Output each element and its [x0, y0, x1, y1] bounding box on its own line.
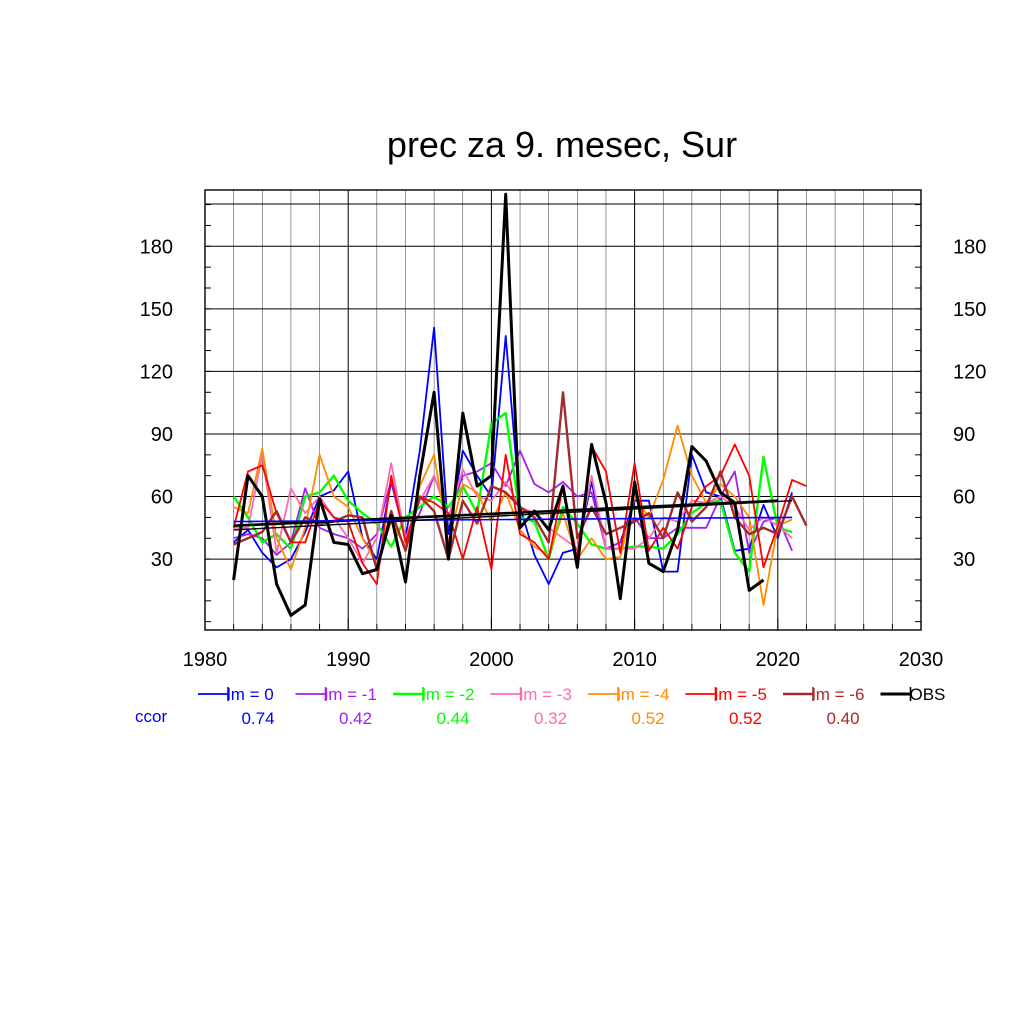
- chart-title: prec za 9. mesec, Sur: [387, 124, 737, 165]
- plot-frame: [204, 189, 922, 631]
- y-tick-label-left: 180: [140, 236, 173, 258]
- x-tick-label: 1980: [183, 649, 228, 671]
- ccor-value: 0.52: [729, 709, 762, 728]
- axes: 1980 1990 2000 2010 2020 2030 30 30 60 60 90 90 120 1…: [140, 204, 986, 671]
- legend: lm = 0 0.74 lm = -1 0.42 lm = -2 0.44 lm = -3 0…: [135, 685, 945, 728]
- ccor-value: 0.42: [339, 709, 372, 728]
- legend-item: lm = 0 0.74: [198, 685, 275, 728]
- legend-label: lm = 0: [227, 685, 274, 704]
- ccor-value: 0.44: [436, 709, 469, 728]
- y-tick-label-right: 60: [953, 487, 975, 509]
- ccor-value: 0.74: [241, 709, 274, 728]
- ccor-value: 0.40: [826, 709, 859, 728]
- series-line-lm-4: [233, 424, 793, 606]
- y-tick-label-right: 150: [953, 299, 986, 321]
- legend-item: lm = -6 0.40: [783, 685, 864, 728]
- y-tick-label-left: 150: [140, 299, 173, 321]
- y-tick-label-left: 120: [140, 361, 173, 383]
- ccor-label: ccor: [135, 707, 167, 726]
- legend-item: lm = -2 0.44: [393, 685, 474, 728]
- legend-label: lm = -1: [325, 685, 377, 704]
- legend-item: lm = -5 0.52: [685, 685, 767, 728]
- legend-item: OBS: [880, 685, 946, 704]
- legend-item: lm = -1 0.42: [295, 685, 377, 728]
- legend-label: lm = -5: [715, 685, 767, 704]
- x-tick-label: 2010: [612, 649, 657, 671]
- legend-item: lm = -4 0.52: [588, 685, 669, 728]
- series-line-lm-5: [232, 443, 807, 585]
- legend-label: lm = -2: [422, 685, 474, 704]
- legend-item: lm = -3 0.32: [490, 685, 572, 728]
- x-tick-label: 2030: [899, 649, 944, 671]
- legend-label: lm = -3: [520, 685, 572, 704]
- grid: [205, 190, 921, 630]
- y-tick-label-right: 180: [953, 236, 986, 258]
- x-tick-label: 1990: [326, 649, 371, 671]
- ccor-value: 0.52: [631, 709, 664, 728]
- y-tick-label-left: 90: [151, 424, 173, 446]
- trend-line: [233, 516, 793, 523]
- series-line-lm-2: [232, 411, 793, 573]
- trend-line: [233, 500, 793, 531]
- ccor-value: 0.32: [534, 709, 567, 728]
- x-tick-label: 2020: [756, 649, 801, 671]
- y-tick-label-left: 60: [151, 487, 173, 509]
- y-tick-label-left: 30: [151, 549, 173, 571]
- series-group: [232, 192, 808, 617]
- plot-border: [204, 189, 922, 631]
- y-tick-label-right: 90: [953, 424, 975, 446]
- y-tick-label-right: 120: [953, 361, 986, 383]
- legend-label: OBS: [910, 685, 946, 704]
- legend-label: lm = -4: [617, 685, 669, 704]
- series-line-obs: [232, 192, 765, 617]
- x-tick-label: 2000: [469, 649, 514, 671]
- legend-label: lm = -6: [812, 685, 864, 704]
- y-tick-label-right: 30: [953, 549, 975, 571]
- series-line-lm-0: [233, 326, 793, 585]
